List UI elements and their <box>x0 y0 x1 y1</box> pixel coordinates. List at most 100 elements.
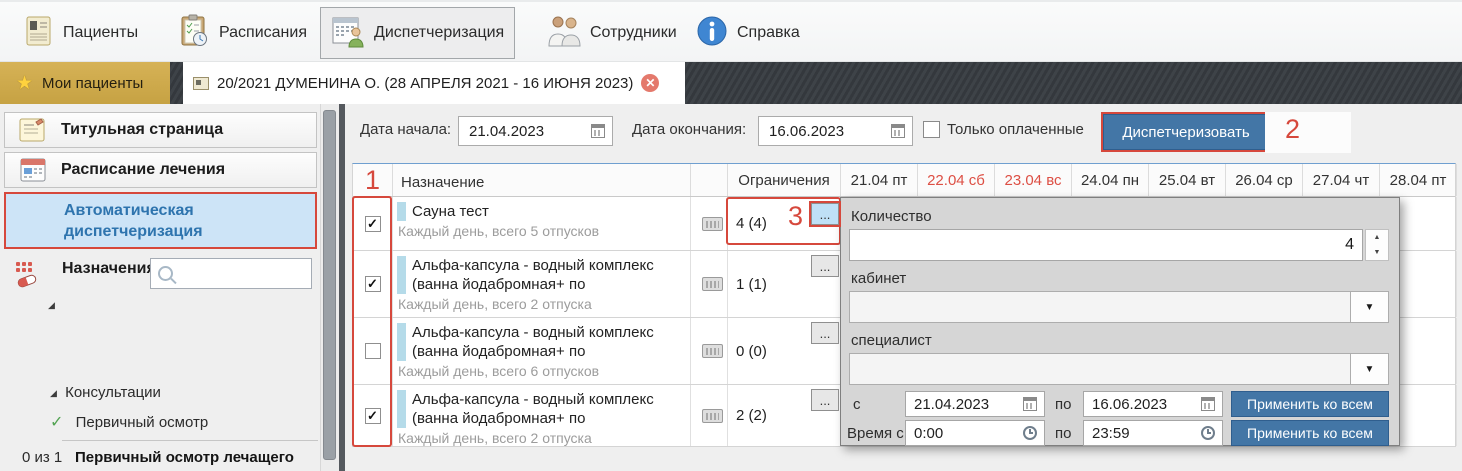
row-checkbox[interactable] <box>364 343 381 359</box>
expander-icon[interactable]: ◢ <box>50 388 57 398</box>
assignments-header-label[interactable]: Назначения <box>62 260 156 277</box>
sidebar-scrollbar[interactable] <box>320 104 339 471</box>
restriction-more-button[interactable]: ... <box>811 322 839 344</box>
tab-my-patients[interactable]: ★ Мои пациенты <box>0 62 170 104</box>
toolbar-label-help: Справка <box>737 24 800 41</box>
sidebar: Титульная страница Расписание лечения Ав… <box>0 104 366 471</box>
tree-counter: 0 из 1 <box>22 449 63 466</box>
specialist-select[interactable]: ▼ <box>849 353 1389 385</box>
header-date[interactable]: 27.04 чт <box>1303 164 1380 196</box>
date-to-label: по <box>1055 396 1072 413</box>
stepper-up-icon[interactable]: ▲ <box>1373 234 1381 241</box>
apply-dates-button[interactable]: Применить ко всем <box>1231 391 1389 417</box>
popup-time-to-input[interactable]: 23:59 <box>1083 420 1223 446</box>
toolbar-label-staff: Сотрудники <box>590 24 677 41</box>
title-page-icon <box>17 116 49 144</box>
tab-bar: ★ Мои пациенты 20/2021 ДУМЕНИНА О. (28 А… <box>0 62 1462 104</box>
annotation-number-1: 1 <box>364 164 381 195</box>
calendar-icon[interactable] <box>591 124 605 138</box>
assignment-subtitle: Каждый день, всего 6 отпусков <box>398 363 600 379</box>
assignments-search-box[interactable] <box>150 258 366 289</box>
chevron-down-icon[interactable]: ▼ <box>1350 354 1388 384</box>
popup-date-from-input[interactable]: 21.04.2023 <box>905 391 1045 417</box>
assignments-expander-icon[interactable]: ◢ <box>48 300 55 310</box>
header-name[interactable]: Назначение <box>393 164 691 196</box>
tab-patient-card[interactable]: 20/2021 ДУМЕНИНА О. (28 АПРЕЛЯ 2021 - 16… <box>183 62 685 104</box>
row-checkbox[interactable] <box>364 407 381 424</box>
header-date[interactable]: 28.04 пт <box>1380 164 1457 196</box>
cabinet-select[interactable]: ▼ <box>849 291 1389 323</box>
header-checkbox-cell: 1 <box>353 164 393 196</box>
calendar-icon[interactable] <box>1201 397 1215 411</box>
quantity-input[interactable]: 4 <box>849 229 1363 261</box>
tree-group-consultations[interactable]: ◢ Консультации <box>50 384 161 401</box>
annotation-box-1 <box>352 196 392 447</box>
toolbar-button-schedules[interactable]: Расписания <box>168 7 317 59</box>
popup-date-to-input[interactable]: 16.06.2023 <box>1083 391 1223 417</box>
calendar-icon[interactable] <box>1023 397 1037 411</box>
header-date[interactable]: 26.04 ср <box>1226 164 1303 196</box>
main-toolbar: Пациенты Расписания Диспетчеризация Сотр… <box>0 0 1462 62</box>
toolbar-button-patients[interactable]: Пациенты <box>14 7 148 59</box>
restriction-value: 1 (1) <box>736 275 767 293</box>
start-date-input[interactable]: 21.04.2023 <box>458 116 613 146</box>
end-date-input[interactable]: 16.06.2023 <box>758 116 913 146</box>
popup-time-to-value: 23:59 <box>1092 424 1130 442</box>
annotation-number-2: 2 <box>1285 114 1301 144</box>
table-row: Альфа-капсула - водный комплекс (ванна й… <box>353 385 1457 447</box>
scrollbar-thumb[interactable] <box>323 110 336 460</box>
tree-group-consultations-label: Консультации <box>65 384 161 401</box>
treatment-schedule-icon <box>17 156 49 184</box>
star-icon: ★ <box>16 72 34 94</box>
tab-my-patients-label: Мои пациенты <box>42 74 144 92</box>
dispatch-button[interactable]: Диспетчеризовать <box>1103 114 1269 150</box>
paid-only-label: Только оплаченные <box>947 121 1084 138</box>
header-restrictions[interactable]: Ограничения <box>728 164 841 196</box>
apply-times-button[interactable]: Применить ко всем <box>1231 420 1389 446</box>
tab-patient-card-label: 20/2021 ДУМЕНИНА О. (28 АПРЕЛЯ 2021 - 16… <box>217 74 634 92</box>
row-checkbox[interactable] <box>364 276 381 292</box>
restriction-more-button[interactable]: ... <box>811 255 839 277</box>
sidebar-item-auto-dispatch[interactable]: Автоматическая диспетчеризация <box>4 192 317 249</box>
sidebar-item-title-page[interactable]: Титульная страница <box>4 112 317 148</box>
header-device <box>691 164 728 196</box>
sidebar-item-treatment-schedule[interactable]: Расписание лечения <box>4 152 317 188</box>
tree-item-primary-exam[interactable]: ✓ Первичный осмотр <box>50 412 208 432</box>
clock-icon[interactable] <box>1201 426 1215 440</box>
restriction-value: 4 (4) <box>736 215 767 232</box>
popup-time-from-input[interactable]: 0:00 <box>905 420 1045 446</box>
paid-only-checkbox[interactable] <box>923 121 940 138</box>
toolbar-button-staff[interactable]: Сотрудники <box>537 7 687 59</box>
header-date[interactable]: 22.04 сб <box>918 164 995 196</box>
row-checkbox[interactable] <box>364 215 381 232</box>
header-date[interactable]: 24.04 пн <box>1072 164 1149 196</box>
close-icon[interactable]: ✕ <box>641 74 660 92</box>
clock-icon[interactable] <box>1023 426 1037 440</box>
calendar-icon[interactable] <box>891 124 905 138</box>
table-header-row: 1 Назначение Ограничения 21.04 пт 22.04 … <box>353 164 1457 197</box>
tree-item-primary-exam-doctor[interactable]: Первичный осмотр лечащего врача <box>75 449 294 471</box>
header-date[interactable]: 21.04 пт <box>841 164 918 196</box>
popup-date-from-value: 21.04.2023 <box>914 395 990 413</box>
specialist-label: специалист <box>851 332 932 349</box>
time-from-label: Время с <box>847 425 904 442</box>
dispatch-icon <box>331 14 365 53</box>
patient-card-icon <box>193 76 209 90</box>
device-icon <box>702 277 723 291</box>
header-date[interactable]: 23.04 вс <box>995 164 1072 196</box>
header-date[interactable]: 25.04 вт <box>1149 164 1226 196</box>
toolbar-button-help[interactable]: Справка <box>686 7 810 59</box>
toolbar-label-dispatch: Диспетчеризация <box>374 24 505 41</box>
assignment-subtitle: Каждый день, всего 2 отпуска <box>398 430 592 446</box>
restriction-more-button[interactable]: ... <box>811 203 839 225</box>
popup-time-from-value: 0:00 <box>914 424 944 442</box>
tree-item-primary-exam-label: Первичный осмотр <box>75 414 209 431</box>
quantity-value: 4 <box>1345 236 1354 253</box>
toolbar-button-dispatch[interactable]: Диспетчеризация <box>320 7 516 59</box>
time-to-label: по <box>1055 425 1072 442</box>
restriction-more-button[interactable]: ... <box>811 389 839 411</box>
annotation-number-3: 3 <box>788 201 804 231</box>
chevron-down-icon[interactable]: ▼ <box>1350 292 1388 322</box>
sidebar-item-treatment-schedule-label: Расписание лечения <box>61 161 226 178</box>
stepper-down-icon[interactable]: ▼ <box>1373 249 1381 256</box>
